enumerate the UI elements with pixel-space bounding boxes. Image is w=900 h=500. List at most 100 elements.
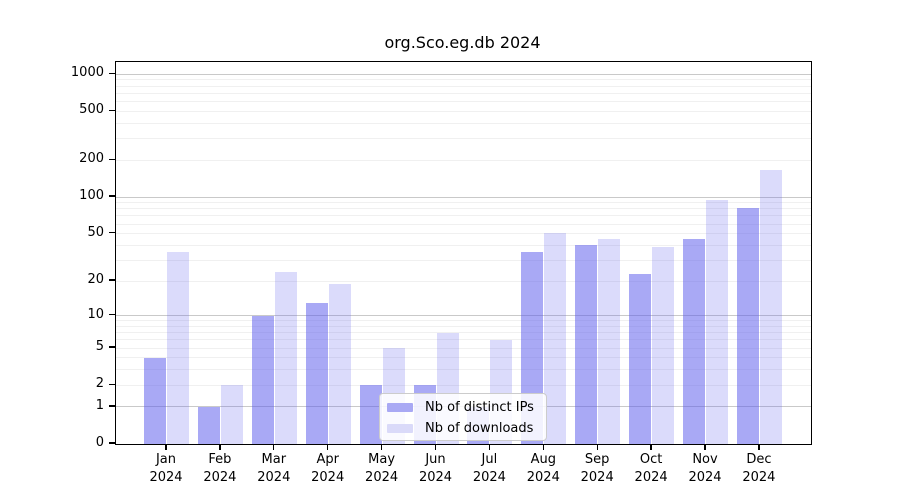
bar-distinct-ips bbox=[305, 302, 328, 444]
bar-distinct-ips bbox=[197, 406, 220, 444]
y-axis-tick bbox=[109, 231, 115, 234]
legend-swatch-distinct-ips bbox=[387, 403, 413, 412]
x-axis-tick-label: Nov 2024 bbox=[688, 452, 722, 485]
legend-label-distinct-ips: Nb of distinct IPs bbox=[425, 400, 534, 415]
y-axis-tick-label: 10 bbox=[87, 306, 104, 322]
minor-gridline bbox=[116, 244, 811, 246]
minor-gridline bbox=[116, 233, 811, 235]
x-axis-tick bbox=[650, 444, 652, 450]
x-axis-tick-label: Apr 2024 bbox=[311, 452, 345, 485]
major-gridline bbox=[116, 315, 811, 317]
x-axis-tick-label: Sep 2024 bbox=[580, 452, 614, 485]
x-axis-tick bbox=[380, 444, 383, 450]
bar-distinct-ips bbox=[736, 207, 759, 444]
minor-gridline bbox=[116, 320, 811, 322]
bar-downloads bbox=[544, 232, 567, 444]
bar-distinct-ips bbox=[629, 273, 652, 444]
y-axis-tick-label: 2 bbox=[95, 376, 104, 392]
x-axis-tick-label: Aug 2024 bbox=[526, 452, 560, 485]
bar-distinct-ips bbox=[575, 245, 598, 444]
y-axis-tick-label: 50 bbox=[87, 224, 104, 240]
major-gridline bbox=[116, 196, 811, 198]
legend-item-distinct-ips: Nb of distinct IPs bbox=[387, 397, 546, 418]
minor-gridline bbox=[116, 122, 811, 124]
x-axis-tick-label: Jan 2024 bbox=[149, 452, 183, 485]
y-axis-tick-label: 100 bbox=[79, 188, 104, 204]
minor-gridline bbox=[116, 202, 811, 204]
minor-gridline bbox=[116, 92, 811, 94]
x-axis-tick-label: Oct 2024 bbox=[634, 452, 668, 485]
minor-gridline bbox=[116, 347, 811, 349]
minor-gridline bbox=[116, 369, 811, 371]
x-axis-tick bbox=[488, 444, 491, 450]
y-axis-tick bbox=[109, 346, 115, 348]
bar-downloads bbox=[706, 199, 728, 444]
bar-downloads bbox=[652, 246, 675, 444]
minor-gridline bbox=[116, 85, 811, 87]
y-axis-tick bbox=[109, 72, 115, 75]
x-axis-tick bbox=[596, 444, 598, 450]
y-axis-tick-label: 1 bbox=[95, 397, 104, 413]
minor-gridline bbox=[116, 280, 811, 282]
y-axis-tick-label: 500 bbox=[79, 102, 104, 118]
x-axis-tick-label: Jul 2024 bbox=[472, 452, 506, 485]
x-axis-tick bbox=[165, 444, 167, 450]
x-axis-tick bbox=[327, 444, 329, 450]
x-axis-tick bbox=[542, 444, 544, 450]
minor-gridline bbox=[116, 384, 811, 386]
y-axis-tick bbox=[109, 195, 115, 197]
minor-gridline bbox=[116, 138, 811, 140]
x-axis-tick-label: May 2024 bbox=[365, 452, 399, 485]
bar-downloads bbox=[759, 170, 782, 444]
minor-gridline bbox=[116, 159, 811, 161]
y-axis-tick bbox=[109, 279, 115, 281]
chart-title: org.Sco.eg.db 2024 bbox=[384, 33, 541, 52]
x-axis-tick-label: Mar 2024 bbox=[257, 452, 291, 485]
x-axis-tick-label: Jun 2024 bbox=[418, 452, 453, 485]
bar-distinct-ips bbox=[144, 357, 166, 444]
legend: Nb of distinct IPs Nb of downloads bbox=[379, 393, 547, 441]
bar-downloads bbox=[328, 283, 351, 444]
minor-gridline bbox=[116, 339, 811, 341]
minor-gridline bbox=[116, 208, 811, 210]
x-axis-tick bbox=[758, 444, 760, 450]
minor-gridline bbox=[116, 332, 811, 334]
y-axis-tick bbox=[109, 109, 115, 112]
minor-gridline bbox=[116, 325, 811, 327]
y-axis-tick bbox=[109, 442, 115, 444]
y-axis-tick-label: 5 bbox=[95, 339, 104, 355]
minor-gridline bbox=[116, 259, 811, 261]
y-axis-tick bbox=[109, 158, 115, 160]
legend-item-downloads: Nb of downloads bbox=[387, 418, 546, 439]
x-axis-tick bbox=[219, 444, 221, 450]
x-axis-tick bbox=[273, 444, 275, 450]
minor-gridline bbox=[116, 79, 811, 81]
y-axis-tick-label: 200 bbox=[79, 151, 104, 167]
x-axis-tick bbox=[704, 444, 706, 450]
bar-downloads bbox=[598, 239, 621, 444]
y-axis-tick bbox=[109, 314, 115, 316]
bar-downloads bbox=[220, 385, 243, 444]
bar-downloads bbox=[274, 271, 297, 444]
minor-gridline bbox=[116, 215, 811, 217]
minor-gridline bbox=[116, 223, 811, 225]
bar-distinct-ips bbox=[251, 315, 274, 444]
bar-distinct-ips bbox=[359, 385, 382, 444]
gridlines-layer bbox=[116, 62, 811, 444]
x-axis-tick-label: Feb 2024 bbox=[203, 452, 237, 485]
y-axis-tick-label: 1000 bbox=[70, 65, 104, 81]
y-axis-tick bbox=[109, 405, 115, 407]
minor-gridline bbox=[116, 110, 811, 112]
minor-gridline bbox=[116, 101, 811, 103]
legend-label-downloads: Nb of downloads bbox=[425, 421, 534, 436]
y-axis-tick bbox=[109, 383, 115, 385]
x-axis-tick-label: Dec 2024 bbox=[742, 452, 776, 485]
plot-area: Nb of distinct IPs Nb of downloads bbox=[115, 61, 812, 445]
major-gridline bbox=[116, 73, 811, 75]
y-axis-tick-label: 20 bbox=[87, 272, 104, 288]
minor-gridline bbox=[116, 357, 811, 359]
legend-swatch-downloads bbox=[387, 424, 413, 433]
x-axis-tick bbox=[434, 444, 437, 450]
